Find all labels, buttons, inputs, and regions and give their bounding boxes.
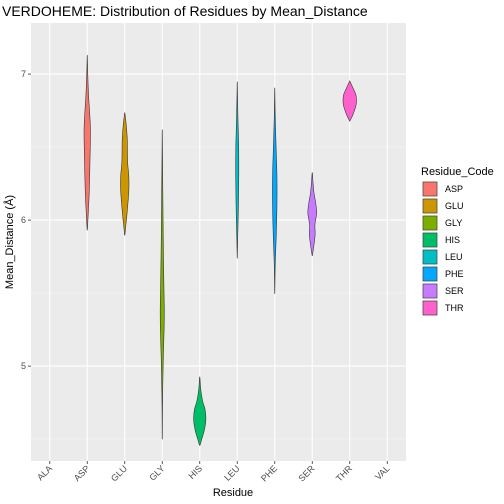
legend-label: LEU <box>445 252 463 262</box>
legend-swatch-leu <box>423 250 437 264</box>
x-tick-label: ALA <box>35 463 54 482</box>
legend-swatch-asp <box>423 182 437 196</box>
legend-label: GLU <box>445 201 464 211</box>
x-axis: ALA ASP GLU GLY HIS LEU PHE SER THR VAL <box>35 461 392 484</box>
legend-swatch-his <box>423 233 437 247</box>
x-tick-label: VAL <box>373 463 392 482</box>
x-tick-label: THR <box>334 463 355 484</box>
legend-label: THR <box>445 303 464 313</box>
x-axis-title: Residue <box>213 487 253 499</box>
legend-label: GLY <box>445 218 462 228</box>
x-tick-label: PHE <box>259 463 279 483</box>
x-tick-label: GLU <box>109 463 129 483</box>
x-tick-label: LEU <box>222 463 241 482</box>
x-tick-label: SER <box>297 463 318 484</box>
y-tick-label: 5 <box>21 361 26 371</box>
y-tick-label: 6 <box>21 215 26 225</box>
y-axis: 5 6 7 <box>21 69 31 371</box>
legend-label: HIS <box>445 235 460 245</box>
legend-swatch-ser <box>423 284 437 298</box>
legend-label: SER <box>445 286 464 296</box>
y-tick-label: 7 <box>21 69 26 79</box>
x-tick-label: GLY <box>147 463 166 482</box>
legend-swatch-glu <box>423 199 437 213</box>
x-tick-label: HIS <box>186 463 204 481</box>
legend-title: Residue_Code <box>421 166 494 178</box>
legend-label: PHE <box>445 269 464 279</box>
legend-swatch-phe <box>423 267 437 281</box>
x-tick-label: ASP <box>72 463 92 483</box>
chart-title: VERDOHEME: Distribution of Residues by M… <box>2 3 368 19</box>
legend-swatch-thr <box>423 301 437 315</box>
legend: Residue_Code ASP GLU GLY HIS LEU PHE SER THR <box>421 166 494 316</box>
y-axis-title: Mean_Distance (Å) <box>3 195 16 289</box>
legend-label: ASP <box>445 184 463 194</box>
legend-swatch-gly <box>423 216 437 230</box>
